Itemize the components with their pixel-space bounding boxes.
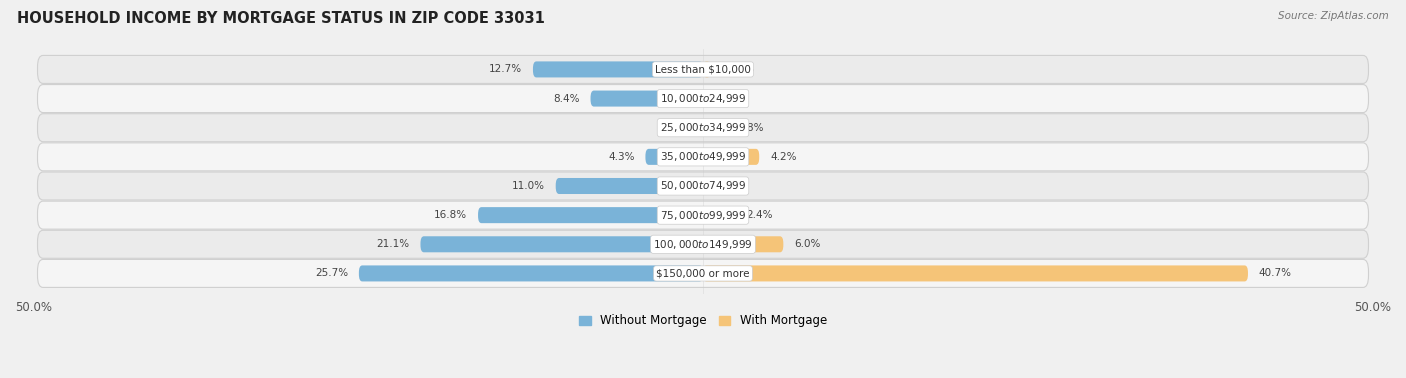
Text: 1.8%: 1.8% — [738, 123, 765, 133]
Text: $35,000 to $49,999: $35,000 to $49,999 — [659, 150, 747, 163]
Text: 0.58%: 0.58% — [721, 64, 755, 74]
Text: $100,000 to $149,999: $100,000 to $149,999 — [654, 238, 752, 251]
Text: 8.4%: 8.4% — [554, 94, 579, 104]
Text: 12.7%: 12.7% — [489, 64, 522, 74]
Text: $25,000 to $34,999: $25,000 to $34,999 — [659, 121, 747, 134]
FancyBboxPatch shape — [533, 61, 703, 77]
Text: 6.0%: 6.0% — [794, 239, 821, 249]
FancyBboxPatch shape — [703, 120, 727, 136]
Text: 11.0%: 11.0% — [512, 181, 546, 191]
Text: 4.2%: 4.2% — [770, 152, 796, 162]
FancyBboxPatch shape — [38, 56, 1368, 84]
FancyBboxPatch shape — [359, 265, 703, 282]
FancyBboxPatch shape — [591, 91, 703, 107]
FancyBboxPatch shape — [703, 149, 759, 165]
Text: 25.7%: 25.7% — [315, 268, 349, 279]
Text: HOUSEHOLD INCOME BY MORTGAGE STATUS IN ZIP CODE 33031: HOUSEHOLD INCOME BY MORTGAGE STATUS IN Z… — [17, 11, 544, 26]
Text: 0.0%: 0.0% — [714, 94, 740, 104]
FancyBboxPatch shape — [38, 172, 1368, 200]
Text: $50,000 to $74,999: $50,000 to $74,999 — [659, 180, 747, 192]
Text: 4.3%: 4.3% — [609, 152, 634, 162]
Text: 40.7%: 40.7% — [1258, 268, 1292, 279]
Text: 0.0%: 0.0% — [714, 181, 740, 191]
FancyBboxPatch shape — [555, 178, 703, 194]
Text: $10,000 to $24,999: $10,000 to $24,999 — [659, 92, 747, 105]
Text: 0.0%: 0.0% — [666, 123, 692, 133]
Legend: Without Mortgage, With Mortgage: Without Mortgage, With Mortgage — [574, 310, 832, 332]
FancyBboxPatch shape — [703, 265, 1249, 282]
FancyBboxPatch shape — [645, 149, 703, 165]
Text: $150,000 or more: $150,000 or more — [657, 268, 749, 279]
Text: 21.1%: 21.1% — [377, 239, 409, 249]
Text: 2.4%: 2.4% — [745, 210, 772, 220]
FancyBboxPatch shape — [38, 230, 1368, 258]
FancyBboxPatch shape — [703, 236, 783, 252]
FancyBboxPatch shape — [703, 61, 711, 77]
FancyBboxPatch shape — [38, 259, 1368, 287]
FancyBboxPatch shape — [38, 143, 1368, 171]
FancyBboxPatch shape — [38, 85, 1368, 113]
FancyBboxPatch shape — [420, 236, 703, 252]
Text: 16.8%: 16.8% — [434, 210, 467, 220]
FancyBboxPatch shape — [703, 207, 735, 223]
Text: Source: ZipAtlas.com: Source: ZipAtlas.com — [1278, 11, 1389, 21]
Text: $75,000 to $99,999: $75,000 to $99,999 — [659, 209, 747, 222]
Text: Less than $10,000: Less than $10,000 — [655, 64, 751, 74]
FancyBboxPatch shape — [38, 201, 1368, 229]
FancyBboxPatch shape — [478, 207, 703, 223]
FancyBboxPatch shape — [38, 114, 1368, 142]
